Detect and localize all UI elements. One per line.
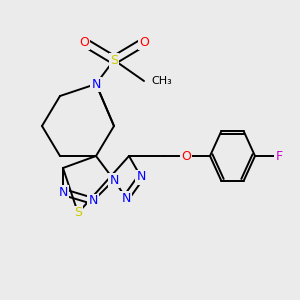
Text: F: F — [275, 149, 283, 163]
Text: N: N — [58, 185, 68, 199]
Text: N: N — [109, 173, 119, 187]
Text: N: N — [91, 77, 101, 91]
Text: O: O — [139, 35, 149, 49]
Text: O: O — [181, 149, 191, 163]
Text: S: S — [74, 206, 82, 220]
Text: N: N — [121, 191, 131, 205]
Text: N: N — [88, 194, 98, 208]
Text: S: S — [110, 53, 118, 67]
Text: N: N — [136, 170, 146, 184]
Text: CH₃: CH₃ — [152, 76, 172, 86]
Text: O: O — [79, 35, 89, 49]
